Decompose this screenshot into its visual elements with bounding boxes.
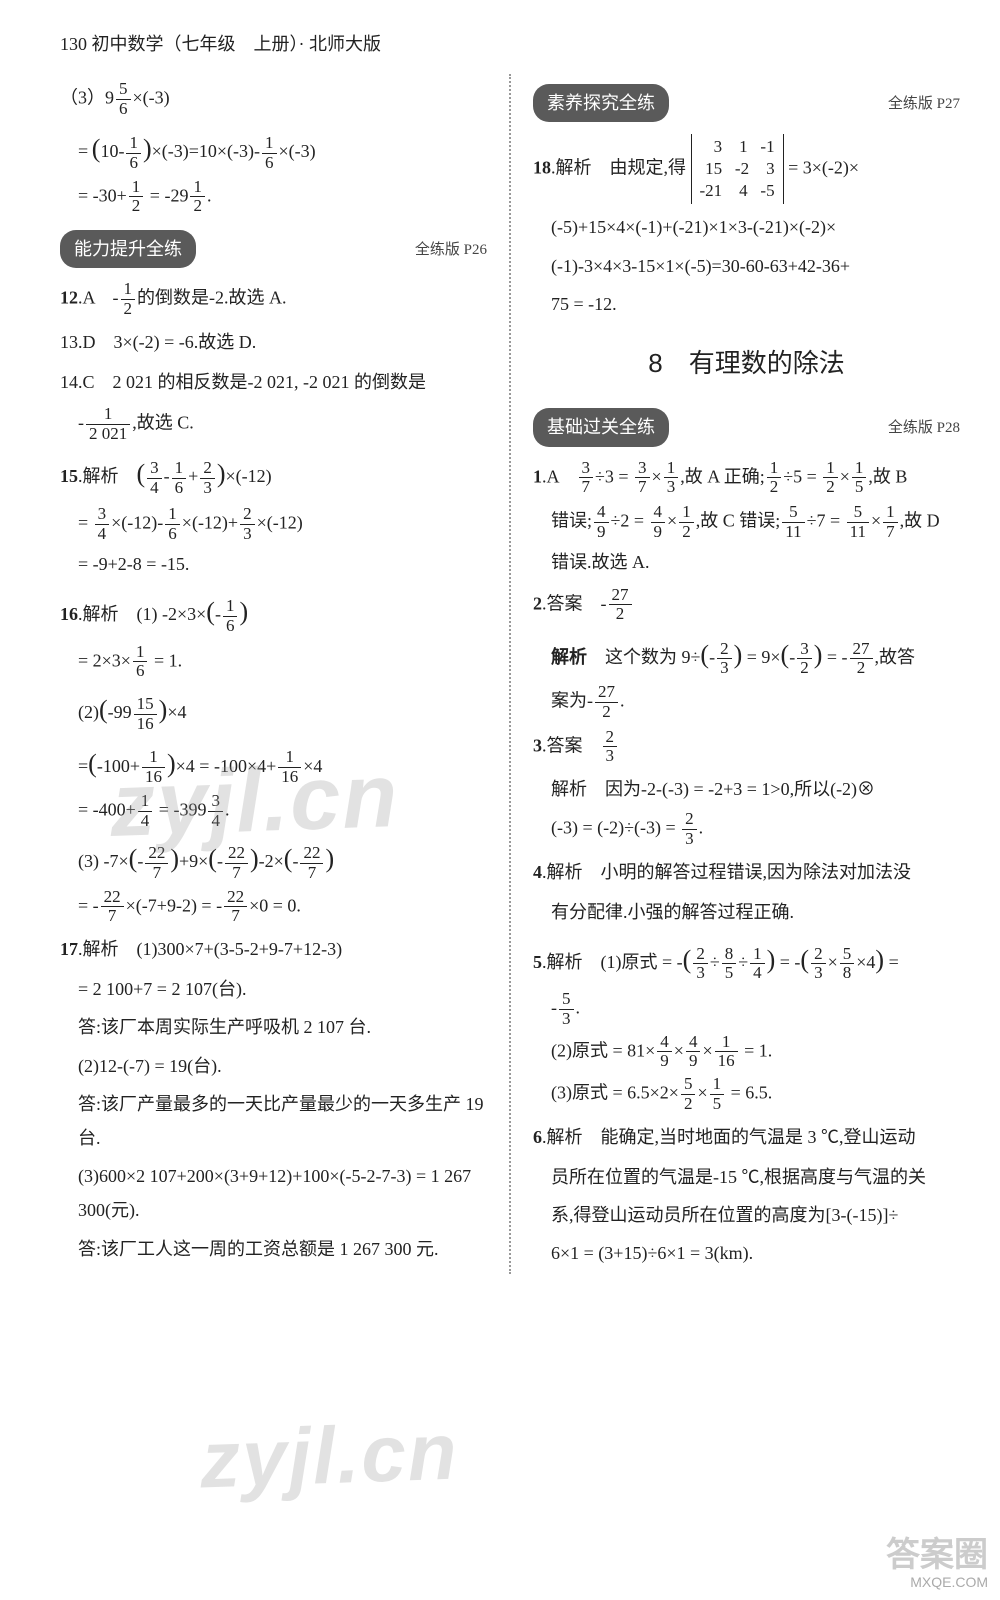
left-column: （3）956×(-3) = (10-16)×(-3)=10×(-3)-16×(-…: [60, 74, 487, 1274]
watermark-2: zyjl.cn: [198, 1406, 460, 1507]
q14b: -12 021,故选 C.: [78, 405, 487, 443]
pill-basic-ref: 全练版 P28: [888, 414, 960, 443]
corner-big: 答案圈: [886, 1537, 988, 1574]
columns: （3）956×(-3) = (10-16)×(-3)=10×(-3)-16×(-…: [60, 74, 960, 1274]
q18a-tail: = 3×(-2)×: [788, 157, 859, 177]
q16e: = -400+14 = -39934.: [78, 792, 487, 830]
r5c: (2)原式 = 81×49×49×116 = 1.: [551, 1033, 960, 1071]
r6b: 员所在位置的气温是-15 ℃,根据高度与气温的关: [551, 1160, 960, 1194]
section-inquiry: 素养探究全练 全练版 P27: [533, 74, 960, 128]
q17a: 17.解析 (1)300×7+(3-5-2+9-7+12-3): [60, 932, 487, 966]
r1c: 错误.故选 A.: [551, 545, 960, 579]
q13: 13.D 3×(-2) = -6.故选 D.: [60, 325, 487, 359]
r6a: 6.解析 能确定,当时地面的气温是 3 ℃,登山运动: [533, 1120, 960, 1154]
q16g: = -227×(-7+9-2) = -227×0 = 0.: [78, 888, 487, 926]
pill-inquiry: 素养探究全练: [533, 84, 669, 122]
page-header: 130 初中数学（七年级 上册）· 北师大版: [60, 30, 960, 56]
q18b: (-5)+15×4×(-1)+(-21)×1×3-(-21)×(-2)×: [551, 210, 960, 244]
r3c: (-3) = (-2)÷(-3) = 23.: [551, 810, 960, 848]
r5b: -53.: [551, 990, 960, 1028]
corner-brand: 答案圈 MXQE.COM: [886, 1537, 988, 1590]
right-column: 素养探究全练 全练版 P27 18.解析 由规定,得 3 1 -1 15 -2 …: [533, 74, 960, 1274]
r1b: 错误;49÷2 = 49×12,故 C 错误;511÷7 = 511×17,故 …: [551, 503, 960, 541]
section-title: 8 有理数的除法: [533, 339, 960, 388]
pill-inquiry-ref: 全练版 P27: [888, 90, 960, 119]
r3b: 解析 因为-2-(-3) = -2+3 = 1>0,所以(-2)⊗: [551, 772, 960, 806]
q18d: 75 = -12.: [551, 287, 960, 321]
r5d: (3)原式 = 6.5×2×52×15 = 6.5.: [551, 1075, 960, 1113]
q16f: (3) -7×(-227)+9×(-227)-2×(-227): [78, 834, 487, 883]
q15b: = 34×(-12)-16×(-12)+23×(-12): [78, 505, 487, 543]
pill-ability-ref: 全练版 P26: [415, 236, 487, 265]
column-divider: [509, 74, 511, 1274]
q17e: 答:该厂产量最多的一天比产量最少的一天多生产 19 台.: [78, 1087, 487, 1155]
r5a: 5.解析 (1)原式 = -(23÷85÷14) = -(23×58×4) =: [533, 935, 960, 984]
q3-line3: = -30+12 = -2912.: [78, 178, 487, 216]
q18c: (-1)-3×4×3-15×1×(-5)=30-60-63+42-36+: [551, 249, 960, 283]
q16c: (2)(-991516)×4: [78, 685, 487, 734]
section-basic: 基础过关全练 全练版 P28: [533, 398, 960, 452]
r2c: 案为-272.: [551, 683, 960, 721]
page: 130 初中数学（七年级 上册）· 北师大版 （3）956×(-3) = (10…: [0, 0, 1000, 1600]
q15a: 15.解析 (34-16+23)×(-12): [60, 449, 487, 498]
q14a: 14.C 2 021 的相反数是-2 021, -2 021 的倒数是: [60, 365, 487, 399]
q18a: 18.解析 由规定,得 3 1 -1 15 -2 3 -21 4 -5 = 3×…: [533, 134, 960, 204]
q17g: 答:该厂工人这一周的工资总额是 1 267 300 元.: [78, 1232, 487, 1266]
q16b: = 2×3×16 = 1.: [78, 643, 487, 681]
q17f: (3)600×2 107+200×(3+9+12)+100×(-5-2-7-3)…: [78, 1159, 487, 1227]
q16d: =(-100+116)×4 = -100×4+116×4: [78, 739, 487, 788]
q17c: 答:该厂本周实际生产呼吸机 2 107 台.: [78, 1010, 487, 1044]
section-ability: 能力提升全练 全练版 P26: [60, 220, 487, 274]
q17b: = 2 100+7 = 2 107(台).: [78, 972, 487, 1006]
r6d: 6×1 = (3+15)÷6×1 = 3(km).: [551, 1236, 960, 1270]
determinant: 3 1 -1 15 -2 3 -21 4 -5: [691, 134, 784, 204]
corner-small: MXQE.COM: [886, 1575, 988, 1590]
r2b: 解析 这个数为 9÷(-23) = 9×(-32) = -272,故答: [551, 630, 960, 679]
q15c: = -9+2-8 = -15.: [78, 547, 487, 581]
q12: 12.A -12的倒数是-2.故选 A.: [60, 280, 487, 318]
q17d: (2)12-(-7) = 19(台).: [78, 1049, 487, 1083]
r6c: 系,得登山运动员所在位置的高度为[3-(-15)]÷: [551, 1198, 960, 1232]
pill-basic: 基础过关全练: [533, 408, 669, 446]
r3a: 3.答案 23: [533, 728, 960, 766]
q3-line1: （3）956×(-3): [60, 80, 487, 118]
r1a: 1.A 37÷3 = 37×13,故 A 正确;12÷5 = 12×15,故 B: [533, 459, 960, 497]
r2a: 2.答案 -272: [533, 586, 960, 624]
q16a: 16.解析 (1) -2×3×(-16): [60, 587, 487, 636]
q3-line2: = (10-16)×(-3)=10×(-3)-16×(-3): [78, 124, 487, 173]
r4b: 有分配律.小强的解答过程正确.: [551, 895, 960, 929]
r4a: 4.解析 小明的解答过程错误,因为除法对加法没: [533, 855, 960, 889]
pill-ability: 能力提升全练: [60, 230, 196, 268]
